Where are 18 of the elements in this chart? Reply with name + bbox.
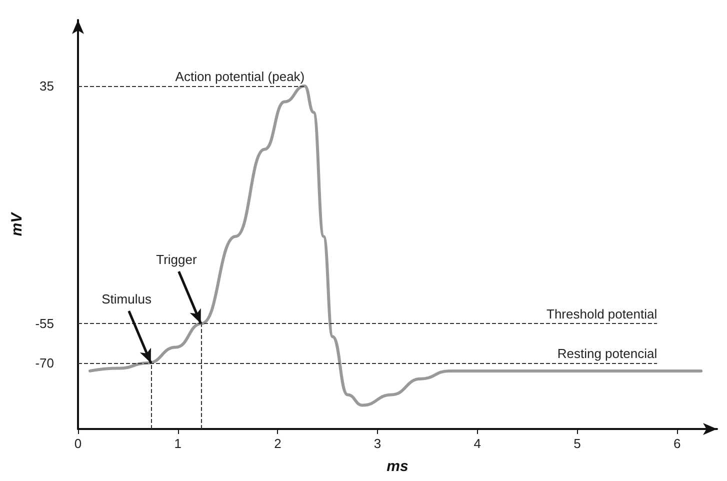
line-series	[88, 84, 703, 407]
annotation: Stimulus	[102, 292, 152, 307]
x-tick-label: 4	[474, 436, 481, 451]
x-axis-title: ms	[386, 458, 408, 475]
ref-line-label: Resting potencial	[557, 346, 658, 362]
x-tick-label: 5	[574, 436, 581, 451]
annotation: Trigger	[156, 252, 198, 267]
ref-line-label: Threshold potential	[546, 306, 658, 322]
x-tick-label: 0	[74, 436, 82, 451]
x-tick-label: 2	[274, 436, 282, 451]
y-tick-label: 35	[40, 78, 54, 94]
y-tick-label: -70	[35, 356, 54, 371]
x-tick-label: 6	[673, 436, 681, 451]
y-axis-title: mV	[8, 210, 26, 236]
x-tick-label: 3	[374, 436, 382, 451]
ref-line-label: Action potential (peak)	[175, 68, 305, 84]
x-tick-label: 1	[174, 436, 182, 451]
y-tick-label: -55	[35, 316, 54, 331]
